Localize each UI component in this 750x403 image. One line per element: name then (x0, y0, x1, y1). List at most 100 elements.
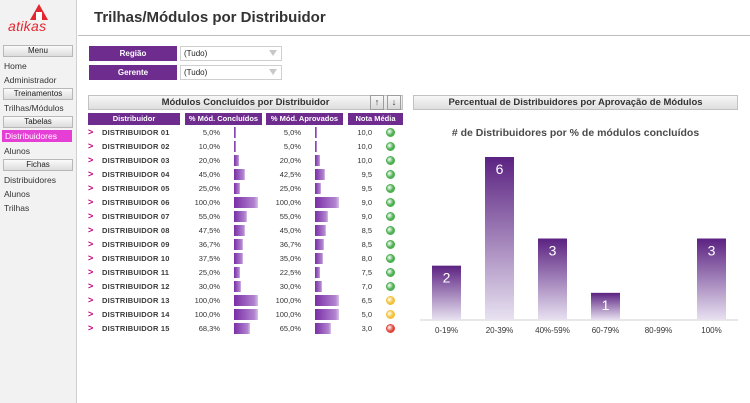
expand-chevron-icon[interactable]: > (88, 323, 94, 333)
nota-media-value: 9,0 (361, 212, 372, 221)
table-row[interactable]: > DISTRIBUIDOR 02 10,0% 5,0% 10,0 (88, 140, 403, 154)
chart-bar[interactable] (432, 265, 461, 320)
chart-bar[interactable] (697, 238, 726, 321)
nota-media-value: 9,5 (361, 184, 372, 193)
regiao-filter-select[interactable]: (Tudo) (180, 46, 282, 61)
table-row[interactable]: > DISTRIBUIDOR 10 37,5% 35,0% 8,0 (88, 252, 403, 266)
nota-media-value: 9,0 (361, 198, 372, 207)
expand-chevron-icon[interactable]: > (88, 211, 94, 221)
expand-chevron-icon[interactable]: > (88, 267, 94, 277)
concluidos-bar (234, 127, 236, 138)
concluidos-bar (234, 239, 243, 250)
chart-bar[interactable] (485, 157, 514, 320)
sidebar-item-alunos[interactable]: Alunos (4, 146, 30, 156)
expand-chevron-icon[interactable]: > (88, 295, 94, 305)
expand-chevron-icon[interactable]: > (88, 197, 94, 207)
chart-bar[interactable] (538, 238, 567, 321)
column-header-distribuidor[interactable]: Distribuidor (88, 113, 180, 125)
distribuidor-name: DISTRIBUIDOR 02 (102, 142, 170, 151)
table-row[interactable]: > DISTRIBUIDOR 11 25,0% 22,5% 7,5 (88, 266, 403, 280)
sort-descending-button[interactable]: ↓ (387, 95, 401, 110)
table-row[interactable]: > DISTRIBUIDOR 09 36,7% 36,7% 8,5 (88, 238, 403, 252)
gerente-filter-value: (Tudo) (184, 68, 208, 77)
aprovados-bar (315, 169, 326, 180)
sidebar: atikas Menu Home Administrador Treinamen… (0, 0, 77, 403)
concluidos-percent: 100,0% (194, 310, 220, 319)
x-tick-label: 0-19% (435, 326, 458, 335)
concluidos-percent: 5,0% (202, 128, 220, 137)
regiao-filter-label: Região (89, 46, 177, 61)
bar-value-label: 1 (602, 297, 610, 313)
distribuidor-name: DISTRIBUIDOR 11 (102, 268, 170, 277)
table-row[interactable]: > DISTRIBUIDOR 06 100,0% 100,0% 9,0 (88, 196, 403, 210)
aprovados-bar (315, 323, 331, 334)
aprovados-percent: 5,0% (283, 128, 301, 137)
sort-ascending-button[interactable]: ↑ (370, 95, 384, 110)
expand-chevron-icon[interactable]: > (88, 239, 94, 249)
concluidos-percent: 68,3% (198, 324, 220, 333)
atikas-logo: atikas (4, 4, 74, 38)
nota-media-value: 7,5 (361, 268, 372, 277)
sidebar-item-fichas-distribuidores[interactable]: Distribuidores (4, 175, 56, 185)
nota-media-value: 7,0 (361, 282, 372, 291)
table-row[interactable]: > DISTRIBUIDOR 07 55,0% 55,0% 9,0 (88, 210, 403, 224)
column-header-aprovados[interactable]: % Mód. Aprovados (266, 113, 343, 125)
sidebar-item-home[interactable]: Home (4, 61, 27, 71)
column-header-concluidos[interactable]: % Mód. Concluídos (185, 113, 262, 125)
aprovados-bar (315, 183, 321, 194)
expand-chevron-icon[interactable]: > (88, 253, 94, 263)
fichas-section-header: Fichas (3, 159, 73, 171)
status-indicator-icon (386, 268, 395, 277)
column-header-nota-media[interactable]: Nota Média (348, 113, 403, 125)
status-indicator-icon (386, 142, 395, 151)
expand-chevron-icon[interactable]: > (88, 169, 94, 179)
distribuidor-name: DISTRIBUIDOR 09 (102, 240, 170, 249)
aprovados-percent: 65,0% (279, 324, 301, 333)
bar-value-label: 2 (443, 270, 451, 286)
expand-chevron-icon[interactable]: > (88, 127, 94, 137)
tabelas-section-header: Tabelas (3, 116, 73, 128)
sidebar-item-administrador[interactable]: Administrador (4, 75, 57, 85)
table-panel-title: Módulos Concluídos por Distribuidor (88, 95, 403, 110)
bar-value-label: 3 (549, 243, 557, 259)
distribuidor-name: DISTRIBUIDOR 03 (102, 156, 170, 165)
nota-media-value: 10,0 (357, 128, 372, 137)
table-row[interactable]: > DISTRIBUIDOR 01 5,0% 5,0% 10,0 (88, 126, 403, 140)
expand-chevron-icon[interactable]: > (88, 141, 94, 151)
aprovados-bar (315, 141, 317, 152)
expand-chevron-icon[interactable]: > (88, 281, 94, 291)
concluidos-bar (234, 169, 245, 180)
aprovados-bar (315, 309, 339, 320)
sidebar-item-fichas-trilhas[interactable]: Trilhas (4, 203, 30, 213)
aprovados-percent: 100,0% (275, 310, 301, 319)
expand-chevron-icon[interactable]: > (88, 225, 94, 235)
chart-bar[interactable] (591, 292, 620, 320)
table-row[interactable]: > DISTRIBUIDOR 12 30,0% 30,0% 7,0 (88, 280, 403, 294)
aprovados-percent: 55,0% (279, 212, 301, 221)
logo-text: atikas (8, 18, 47, 34)
table-row[interactable]: > DISTRIBUIDOR 03 20,0% 20,0% 10,0 (88, 154, 403, 168)
table-row[interactable]: > DISTRIBUIDOR 15 68,3% 65,0% 3,0 (88, 322, 403, 336)
aprovados-percent: 45,0% (279, 226, 301, 235)
sidebar-item-fichas-alunos[interactable]: Alunos (4, 189, 30, 199)
aprovados-percent: 36,7% (279, 240, 301, 249)
nota-media-value: 8,5 (361, 240, 372, 249)
distribuidor-name: DISTRIBUIDOR 06 (102, 198, 170, 207)
gerente-filter-select[interactable]: (Tudo) (180, 65, 282, 80)
distribuidor-name: DISTRIBUIDOR 12 (102, 282, 170, 291)
table-row[interactable]: > DISTRIBUIDOR 04 45,0% 42,5% 9,5 (88, 168, 403, 182)
sidebar-item-distribuidores[interactable]: Distribuidores (2, 130, 72, 142)
distribuidor-name: DISTRIBUIDOR 01 (102, 128, 170, 137)
table-row[interactable]: > DISTRIBUIDOR 05 25,0% 25,0% 9,5 (88, 182, 403, 196)
sidebar-item-trilhas-modulos[interactable]: Trilhas/Módulos (4, 103, 64, 113)
table-row[interactable]: > DISTRIBUIDOR 08 47,5% 45,0% 8,5 (88, 224, 403, 238)
status-indicator-icon (386, 212, 395, 221)
x-tick-label: 80-99% (645, 326, 673, 335)
table-row[interactable]: > DISTRIBUIDOR 13 100,0% 100,0% 6,5 (88, 294, 403, 308)
nota-media-value: 3,0 (361, 324, 372, 333)
distribuidor-name: DISTRIBUIDOR 08 (102, 226, 170, 235)
table-row[interactable]: > DISTRIBUIDOR 14 100,0% 100,0% 5,0 (88, 308, 403, 322)
expand-chevron-icon[interactable]: > (88, 183, 94, 193)
expand-chevron-icon[interactable]: > (88, 309, 94, 319)
expand-chevron-icon[interactable]: > (88, 155, 94, 165)
